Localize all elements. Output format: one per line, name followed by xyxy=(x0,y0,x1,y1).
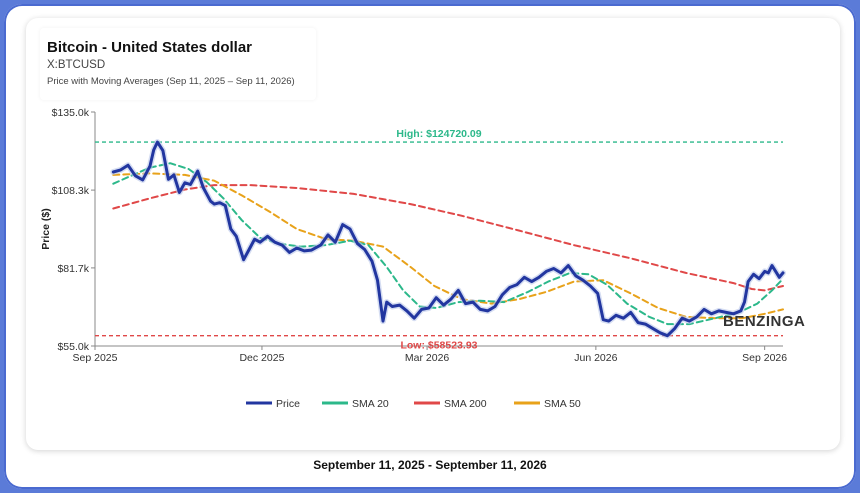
chart-subtitle: X:BTCUSD xyxy=(47,59,106,71)
date-range-footer: September 11, 2025 - September 11, 2026 xyxy=(313,458,547,472)
y-axis-title: Price ($) xyxy=(40,208,52,249)
x-tick-label: Jun 2026 xyxy=(574,352,617,364)
y-tick-label: $135.0k xyxy=(52,107,90,119)
sma-20-line xyxy=(112,162,784,326)
x-tick-label: Sep 2025 xyxy=(73,352,118,364)
legend-label-price: Price xyxy=(276,398,300,410)
x-tick-label: Mar 2026 xyxy=(405,352,450,364)
legend: Price SMA 20 SMA 200 SMA 50 xyxy=(246,398,581,410)
y-tick-label: $81.7k xyxy=(57,263,89,275)
series-lines xyxy=(110,139,786,339)
legend-label-sma-200: SMA 200 xyxy=(444,398,487,410)
x-tick-label: Sep 2026 xyxy=(742,352,787,364)
legend-label-sma-20: SMA 20 xyxy=(352,398,389,410)
legend-label-sma-50: SMA 50 xyxy=(544,398,581,410)
y-tick-label: $55.0k xyxy=(57,341,89,353)
sma-50-line xyxy=(112,172,784,320)
high-label: High: $124720.09 xyxy=(396,128,481,140)
chart-title: Bitcoin - United States dollar xyxy=(47,39,253,56)
chart-description: Price with Moving Averages (Sep 11, 2025… xyxy=(47,76,295,87)
low-label: Low: $58523.93 xyxy=(400,340,477,352)
benzinga-watermark: BENZINGA xyxy=(723,313,805,330)
y-tick-label: $108.3k xyxy=(52,185,90,197)
axes: $55.0k $81.7k $108.3k $135.0k Sep 2025 Dec 20… xyxy=(40,107,787,364)
price-line-glow xyxy=(110,139,786,339)
reference-lines: High: $124720.09 Low: $58523.93 xyxy=(95,128,783,352)
chart-header xyxy=(40,28,316,100)
price-line xyxy=(111,140,785,338)
x-tick-label: Dec 2025 xyxy=(239,352,284,364)
